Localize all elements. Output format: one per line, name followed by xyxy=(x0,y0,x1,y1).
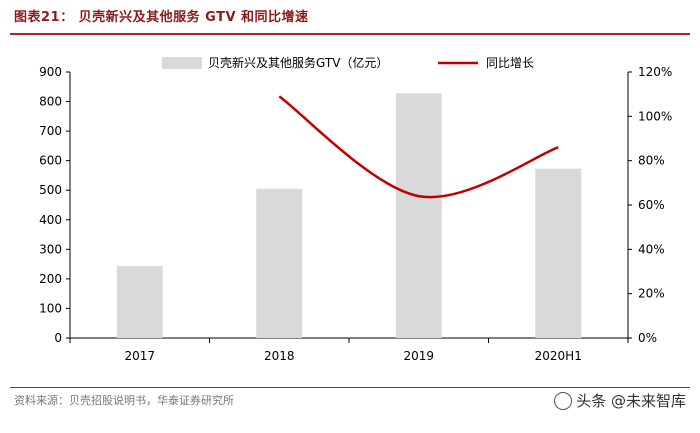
left-tick-label: 500 xyxy=(39,183,62,197)
left-tick-label: 300 xyxy=(39,242,62,256)
x-tick-label: 2017 xyxy=(124,349,155,363)
gtv-bar xyxy=(535,168,582,338)
right-tick-label: 20% xyxy=(638,287,665,301)
left-tick-label: 0 xyxy=(54,331,62,345)
source-note: 资料来源：贝壳招股说明书，华泰证券研究所 xyxy=(14,394,234,407)
title-divider xyxy=(10,33,690,35)
right-tick-label: 100% xyxy=(638,109,672,123)
right-tick-label: 60% xyxy=(638,198,665,212)
x-tick-label: 2020H1 xyxy=(535,349,582,363)
growth-line xyxy=(278,95,559,199)
right-tick-label: 80% xyxy=(638,154,665,168)
left-tick-label: 700 xyxy=(39,124,62,138)
right-tick-label: 0% xyxy=(638,331,657,345)
left-tick-label: 200 xyxy=(39,272,62,286)
x-tick-label: 2018 xyxy=(264,349,295,363)
chart-title: 图表21： 贝壳新兴及其他服务 GTV 和同比增速 xyxy=(14,10,309,25)
left-tick-label: 600 xyxy=(39,154,62,168)
watermark: 头条 @未来智库 xyxy=(554,390,686,411)
x-tick-label: 2019 xyxy=(403,349,434,363)
gtv-combo-chart: 0 100 200 300 400 500 600 700 800 900 0% 20% 40% 60% 8… xyxy=(39,55,672,363)
right-tick-label: 40% xyxy=(638,242,665,256)
left-tick-label: 900 xyxy=(39,65,62,79)
left-tick-label: 800 xyxy=(39,95,62,109)
legend-bar-swatch xyxy=(162,57,202,69)
left-tick-label: 400 xyxy=(39,213,62,227)
legend-bar-label: 贝壳新兴及其他服务GTV（亿元） xyxy=(208,55,388,70)
gtv-bar xyxy=(395,93,442,338)
wechat-icon xyxy=(554,391,573,410)
gtv-bar xyxy=(256,188,303,338)
legend-line-label: 同比增长 xyxy=(486,56,534,70)
watermark-text: 头条 @未来智库 xyxy=(576,392,686,410)
right-tick-label: 120% xyxy=(638,65,672,79)
gtv-bar xyxy=(116,266,163,338)
left-tick-label: 100 xyxy=(39,301,62,315)
source-divider xyxy=(10,387,690,388)
